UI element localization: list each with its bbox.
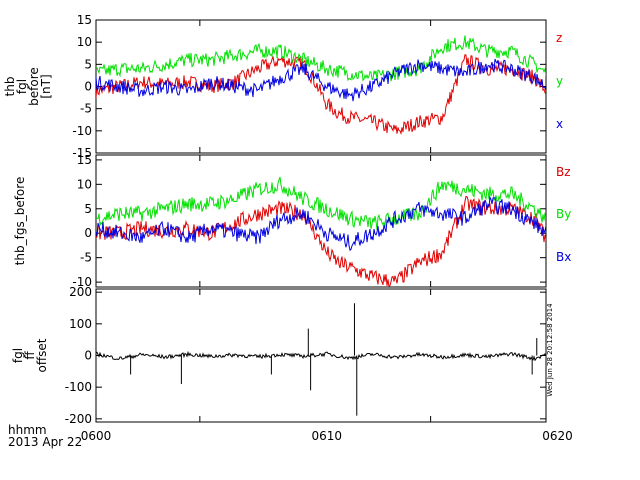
series-line-y [96, 35, 546, 82]
legend-Bx: Bx [556, 250, 571, 264]
series-group [96, 176, 546, 287]
series-group [96, 35, 546, 136]
y-axis-label-line: ff [23, 351, 37, 360]
timestamp: Wed Jun 28 20:12:58 2014 [546, 303, 554, 397]
y-tick-label: -5 [80, 251, 92, 265]
x-axis-label-hhmm: hhmm [8, 423, 47, 437]
x-tick-label: 0600 [81, 429, 112, 443]
x-tick-label: 0610 [311, 429, 342, 443]
legend-By: By [556, 207, 571, 221]
y-tick-label: 10 [77, 35, 92, 49]
y-axis-label-line: [nT] [39, 74, 53, 98]
legend-z: z [556, 31, 562, 45]
y-axis-label-line: fgl [15, 79, 29, 94]
y-tick-label: -200 [65, 412, 92, 426]
series-line-z [96, 54, 546, 136]
series-line-By [96, 176, 546, 230]
series-line-offset [96, 350, 546, 362]
y-tick-label: 15 [77, 13, 92, 27]
y-tick-label: 0 [84, 349, 92, 363]
y-tick-label: 5 [84, 202, 92, 216]
series-group [96, 303, 546, 416]
y-tick-label: 0 [84, 80, 92, 94]
y-tick-label: 0 [84, 226, 92, 240]
y-tick-label: -15 [72, 146, 92, 160]
y-tick-label: 15 [77, 153, 92, 167]
y-axis-label: thb_fgs_before [13, 177, 27, 266]
y-tick-label: -100 [65, 380, 92, 394]
legend-y: y [556, 74, 563, 88]
y-tick-label: 10 [77, 177, 92, 191]
series-line-x [96, 58, 546, 102]
panel-frame [95, 154, 547, 288]
y-axis-label-line: thb [3, 77, 17, 97]
y-axis-label-line: before [27, 67, 41, 106]
x-axis-label-date: 2013 Apr 22 [8, 435, 83, 449]
y-tick-label: -5 [80, 102, 92, 116]
panel-2: 15 10 5 0 -5 -10 thb_fgs_before Bz By Bx [13, 153, 571, 289]
legend-x: x [556, 117, 563, 131]
series-line-Bz [96, 195, 546, 287]
x-tick-label: 0620 [542, 429, 573, 443]
y-tick-label: -10 [72, 275, 92, 289]
legend-Bz: Bz [556, 165, 571, 179]
y-tick-label: -10 [72, 124, 92, 138]
y-axis-label-line: offset [35, 338, 49, 372]
y-tick-label: 100 [69, 317, 92, 331]
y-axis-label-line: fgl [11, 348, 25, 363]
y-tick-label: 200 [69, 285, 92, 299]
series-line-Bx [96, 195, 546, 252]
y-tick-label: 5 [84, 57, 92, 71]
x-axis-title: hhmm 2013 Apr 22 [8, 424, 82, 448]
